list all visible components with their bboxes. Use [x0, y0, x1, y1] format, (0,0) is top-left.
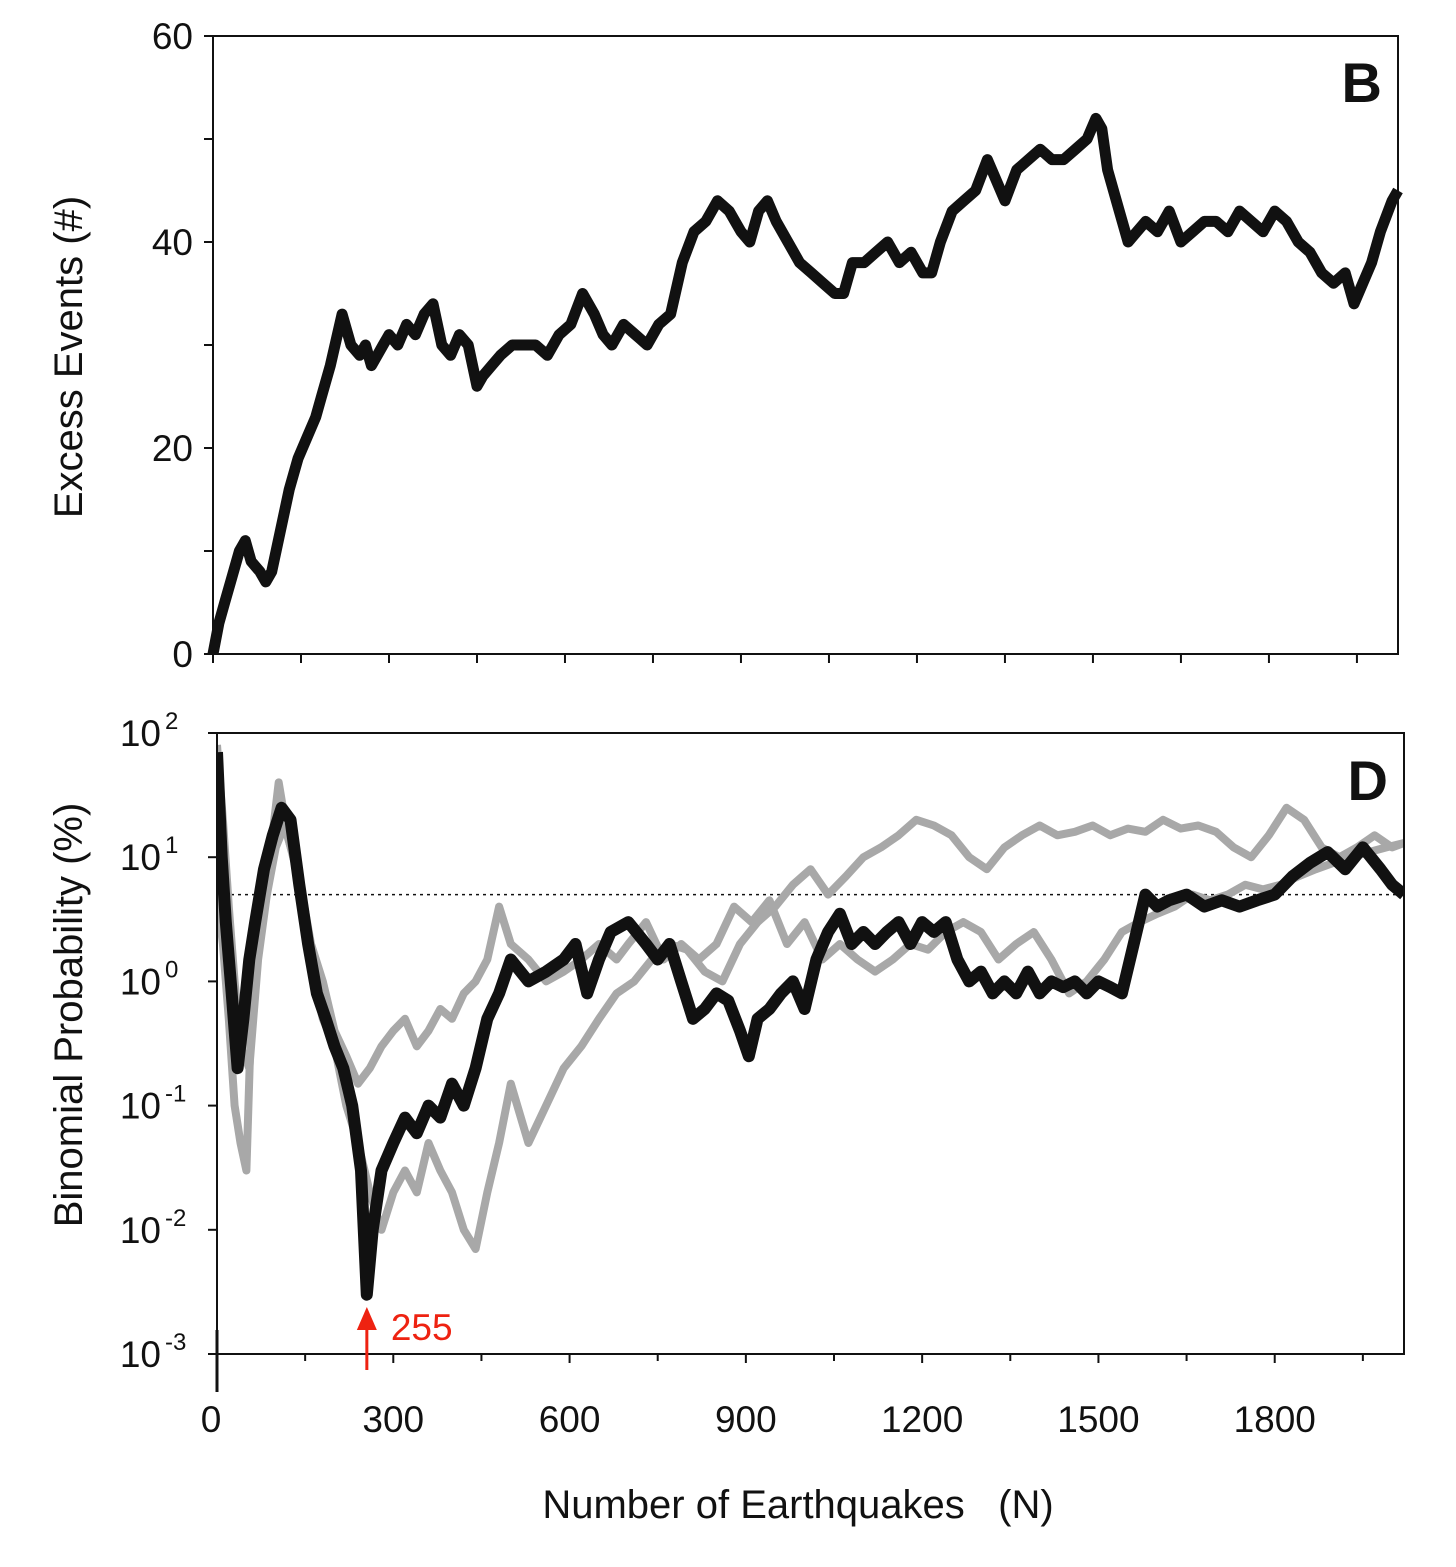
panel-b-plot-area [207, 112, 1403, 656]
panel-d-letter: D [1348, 749, 1388, 812]
panel-b-letter: B [1342, 51, 1382, 114]
panel-d-plot-area [217, 744, 1404, 1301]
panel-b-y-axis: 0 20 40 60 [152, 16, 213, 675]
y-tick-label: 10 [120, 961, 161, 1002]
y-tick-label: 10 [120, 1334, 161, 1375]
y-tick-exponent: -3 [165, 1329, 186, 1356]
x-tick-label: 300 [362, 1399, 424, 1440]
panel-b: 0 20 40 60 Excess Events (#) B [47, 16, 1403, 675]
y-tick-label: 20 [152, 428, 193, 469]
x-tick-label: 1200 [881, 1399, 963, 1440]
panel-b-x-axis-ticks [212, 654, 1358, 663]
y-tick-label: 40 [152, 222, 193, 263]
panel-d-series-gray [217, 744, 1404, 1088]
y-tick-exponent: 0 [165, 956, 178, 983]
y-tick-exponent: -2 [165, 1205, 186, 1232]
y-tick-label: 10 [120, 1086, 161, 1127]
y-tick-label: 60 [152, 16, 193, 57]
annotation-arrow-head [356, 1307, 377, 1330]
x-axis-title: Number of Earthquakes (N) [542, 1483, 1053, 1527]
x-tick-label: 900 [715, 1399, 777, 1440]
x-tick-label: 600 [539, 1399, 601, 1440]
panel-d-frame [216, 732, 1405, 1355]
x-tick-label: 1500 [1057, 1399, 1139, 1440]
x-tick-label: 1800 [1234, 1399, 1316, 1440]
y-tick-exponent: 1 [165, 832, 178, 859]
annotation-label: 255 [391, 1307, 453, 1348]
panel-b-y-axis-title: Excess Events (#) [47, 196, 91, 518]
y-tick-label: 0 [172, 634, 193, 675]
panel-d-series-black [217, 751, 1404, 1301]
panel-b-series-line [207, 112, 1403, 656]
panel-d-series-gray [217, 778, 1404, 1253]
panel-d-x-axis: 0 300 600 900 1200 1500 1800 [201, 1330, 1364, 1440]
x-tick-label: 0 [201, 1399, 222, 1440]
y-tick-label: 10 [120, 713, 161, 754]
y-tick-exponent: 2 [165, 708, 178, 735]
y-tick-label: 10 [120, 837, 161, 878]
annotation-255: 255 [356, 1307, 453, 1370]
y-tick-label: 10 [120, 1210, 161, 1251]
panel-d-y-axis-title: Binomial Probability (%) [47, 803, 91, 1228]
y-tick-exponent: -1 [165, 1081, 186, 1108]
